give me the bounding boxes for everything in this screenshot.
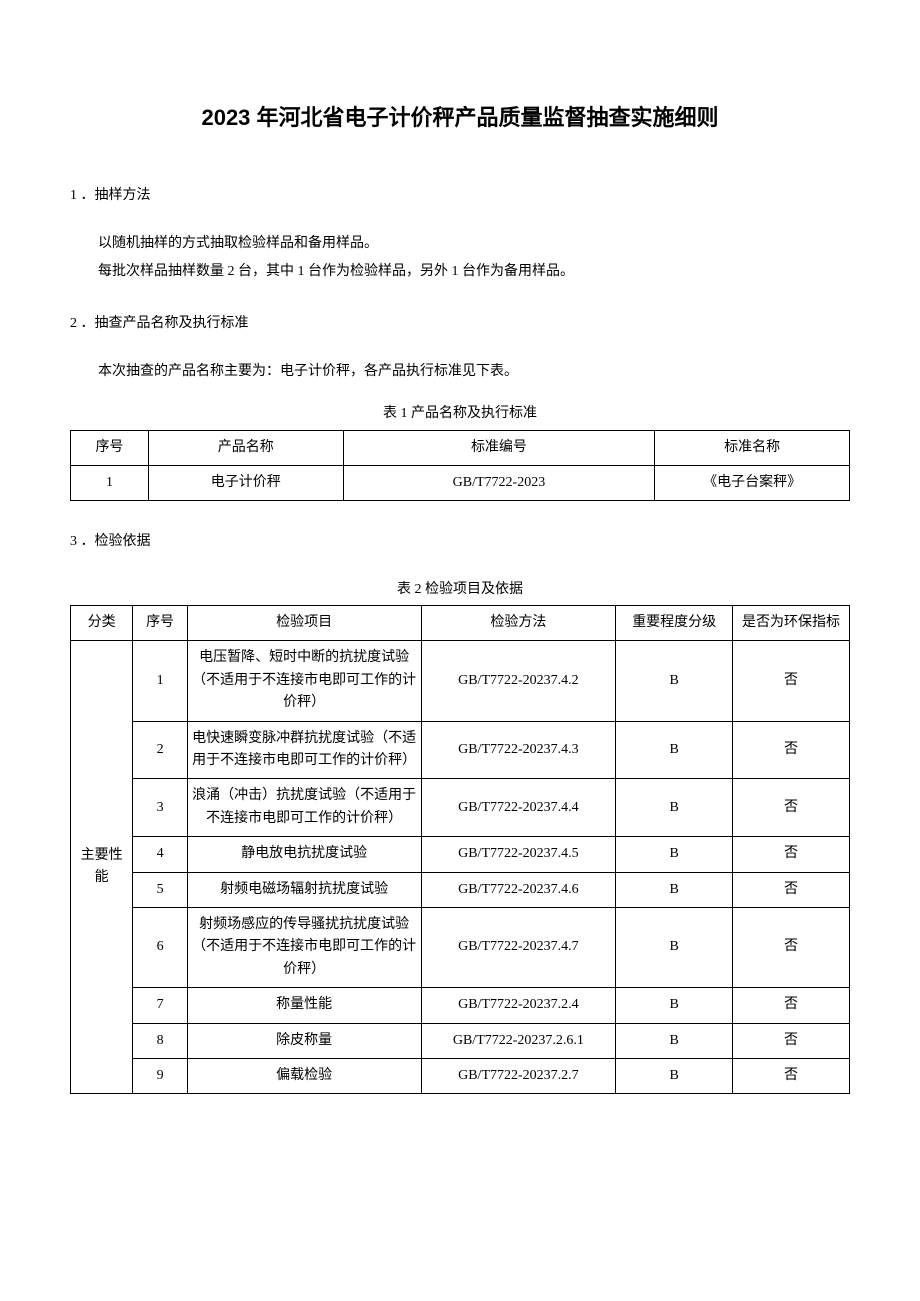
table2-env-cell: 否 xyxy=(733,641,850,721)
table2-method-cell: GB/T7722-20237.2.6.1 xyxy=(421,1023,616,1058)
table2-row: 4 静电放电抗扰度试验 GB/T7722-20237.4.5 B 否 xyxy=(71,837,850,872)
table2-method-cell: GB/T7722-20237.4.7 xyxy=(421,908,616,988)
table2-level-cell: B xyxy=(616,988,733,1023)
table2-seq-cell: 7 xyxy=(133,988,188,1023)
table2-item-cell: 浪涌（冲击）抗扰度试验（不适用于不连接市电即可工作的计价秤） xyxy=(187,779,421,837)
section1-p1: 以随机抽样的方式抽取检验样品和备用样品。 xyxy=(70,233,850,255)
table2-method-cell: GB/T7722-20237.4.6 xyxy=(421,872,616,907)
section1-header: 1 ．抽样方法 xyxy=(70,185,850,207)
table2-env-cell: 否 xyxy=(733,872,850,907)
table2-row: 9 偏载检验 GB/T7722-20237.2.7 B 否 xyxy=(71,1058,850,1093)
table2-method-cell: GB/T7722-20237.4.5 xyxy=(421,837,616,872)
table2-caption: 表 2 检验项目及依据 xyxy=(70,579,850,601)
table2-seq-cell: 3 xyxy=(133,779,188,837)
table2-env-cell: 否 xyxy=(733,721,850,779)
table2-row: 2 电快速瞬变脉冲群抗扰度试验（不适用于不连接市电即可工作的计价秤） GB/T7… xyxy=(71,721,850,779)
table2-row: 7 称量性能 GB/T7722-20237.2.4 B 否 xyxy=(71,988,850,1023)
table2-level-cell: B xyxy=(616,779,733,837)
table2-level-cell: B xyxy=(616,1058,733,1093)
table2-method-cell: GB/T7722-20237.2.7 xyxy=(421,1058,616,1093)
table1-cell-seq: 1 xyxy=(71,465,149,500)
table2-item-cell: 除皮称量 xyxy=(187,1023,421,1058)
table1-header-name: 产品名称 xyxy=(148,430,343,465)
table2-level-cell: B xyxy=(616,872,733,907)
table2-level-cell: B xyxy=(616,837,733,872)
table2-item-cell: 射频场感应的传导骚扰抗扰度试验（不适用于不连接市电即可工作的计价秤） xyxy=(187,908,421,988)
table2-header-env: 是否为环保指标 xyxy=(733,606,850,641)
table2-seq-cell: 8 xyxy=(133,1023,188,1058)
table2-seq-cell: 4 xyxy=(133,837,188,872)
table2-seq-cell: 5 xyxy=(133,872,188,907)
section2-p1: 本次抽查的产品名称主要为：电子计价秤，各产品执行标准见下表。 xyxy=(70,361,850,383)
table2-level-cell: B xyxy=(616,908,733,988)
table2-env-cell: 否 xyxy=(733,1058,850,1093)
table1-header-seq: 序号 xyxy=(71,430,149,465)
table2-header-level: 重要程度分级 xyxy=(616,606,733,641)
table2-seq-cell: 1 xyxy=(133,641,188,721)
table2-seq-cell: 6 xyxy=(133,908,188,988)
table2-method-cell: GB/T7722-20237.4.4 xyxy=(421,779,616,837)
table2-level-cell: B xyxy=(616,1023,733,1058)
table2: 分类 序号 检验项目 检验方法 重要程度分级 是否为环保指标 主要性能 1 电压… xyxy=(70,605,850,1094)
section3-header: 3 ．检验依据 xyxy=(70,531,850,553)
section2-header: 2 ．抽查产品名称及执行标准 xyxy=(70,313,850,335)
table1-cell-standard-name: 《电子台案秤》 xyxy=(655,465,850,500)
table2-env-cell: 否 xyxy=(733,988,850,1023)
table2-header-method: 检验方法 xyxy=(421,606,616,641)
table2-header-item: 检验项目 xyxy=(187,606,421,641)
table1: 序号 产品名称 标准编号 标准名称 1 电子计价秤 GB/T7722-2023 … xyxy=(70,430,850,502)
table1-cell-standard-no: GB/T7722-2023 xyxy=(343,465,655,500)
table2-row: 3 浪涌（冲击）抗扰度试验（不适用于不连接市电即可工作的计价秤） GB/T772… xyxy=(71,779,850,837)
table2-header-category: 分类 xyxy=(71,606,133,641)
table2-item-cell: 静电放电抗扰度试验 xyxy=(187,837,421,872)
section1-p2: 每批次样品抽样数量 2 台，其中 1 台作为检验样品，另外 1 台作为备用样品。 xyxy=(70,261,850,283)
table2-category-cell: 主要性能 xyxy=(71,641,133,1094)
table2-method-cell: GB/T7722-20237.4.3 xyxy=(421,721,616,779)
table2-seq-cell: 9 xyxy=(133,1058,188,1093)
table2-row: 5 射频电磁场辐射抗扰度试验 GB/T7722-20237.4.6 B 否 xyxy=(71,872,850,907)
table2-level-cell: B xyxy=(616,721,733,779)
table2-env-cell: 否 xyxy=(733,908,850,988)
table1-row: 1 电子计价秤 GB/T7722-2023 《电子台案秤》 xyxy=(71,465,850,500)
table2-method-cell: GB/T7722-20237.4.2 xyxy=(421,641,616,721)
table2-env-cell: 否 xyxy=(733,837,850,872)
table2-env-cell: 否 xyxy=(733,1023,850,1058)
table2-item-cell: 电压暂降、短时中断的抗扰度试验（不适用于不连接市电即可工作的计价秤） xyxy=(187,641,421,721)
table2-item-cell: 电快速瞬变脉冲群抗扰度试验（不适用于不连接市电即可工作的计价秤） xyxy=(187,721,421,779)
table2-row: 8 除皮称量 GB/T7722-20237.2.6.1 B 否 xyxy=(71,1023,850,1058)
table2-header-row: 分类 序号 检验项目 检验方法 重要程度分级 是否为环保指标 xyxy=(71,606,850,641)
table1-caption: 表 1 产品名称及执行标准 xyxy=(70,403,850,425)
table2-item-cell: 称量性能 xyxy=(187,988,421,1023)
table2-header-seq: 序号 xyxy=(133,606,188,641)
table1-header-row: 序号 产品名称 标准编号 标准名称 xyxy=(71,430,850,465)
table2-level-cell: B xyxy=(616,641,733,721)
table2-item-cell: 偏载检验 xyxy=(187,1058,421,1093)
table2-method-cell: GB/T7722-20237.2.4 xyxy=(421,988,616,1023)
document-title: 2023 年河北省电子计价秤产品质量监督抽查实施细则 xyxy=(70,100,850,135)
table2-env-cell: 否 xyxy=(733,779,850,837)
table1-header-standard-name: 标准名称 xyxy=(655,430,850,465)
table1-cell-name: 电子计价秤 xyxy=(148,465,343,500)
table2-row: 主要性能 1 电压暂降、短时中断的抗扰度试验（不适用于不连接市电即可工作的计价秤… xyxy=(71,641,850,721)
table2-seq-cell: 2 xyxy=(133,721,188,779)
table2-row: 6 射频场感应的传导骚扰抗扰度试验（不适用于不连接市电即可工作的计价秤） GB/… xyxy=(71,908,850,988)
table1-header-standard-no: 标准编号 xyxy=(343,430,655,465)
table2-item-cell: 射频电磁场辐射抗扰度试验 xyxy=(187,872,421,907)
